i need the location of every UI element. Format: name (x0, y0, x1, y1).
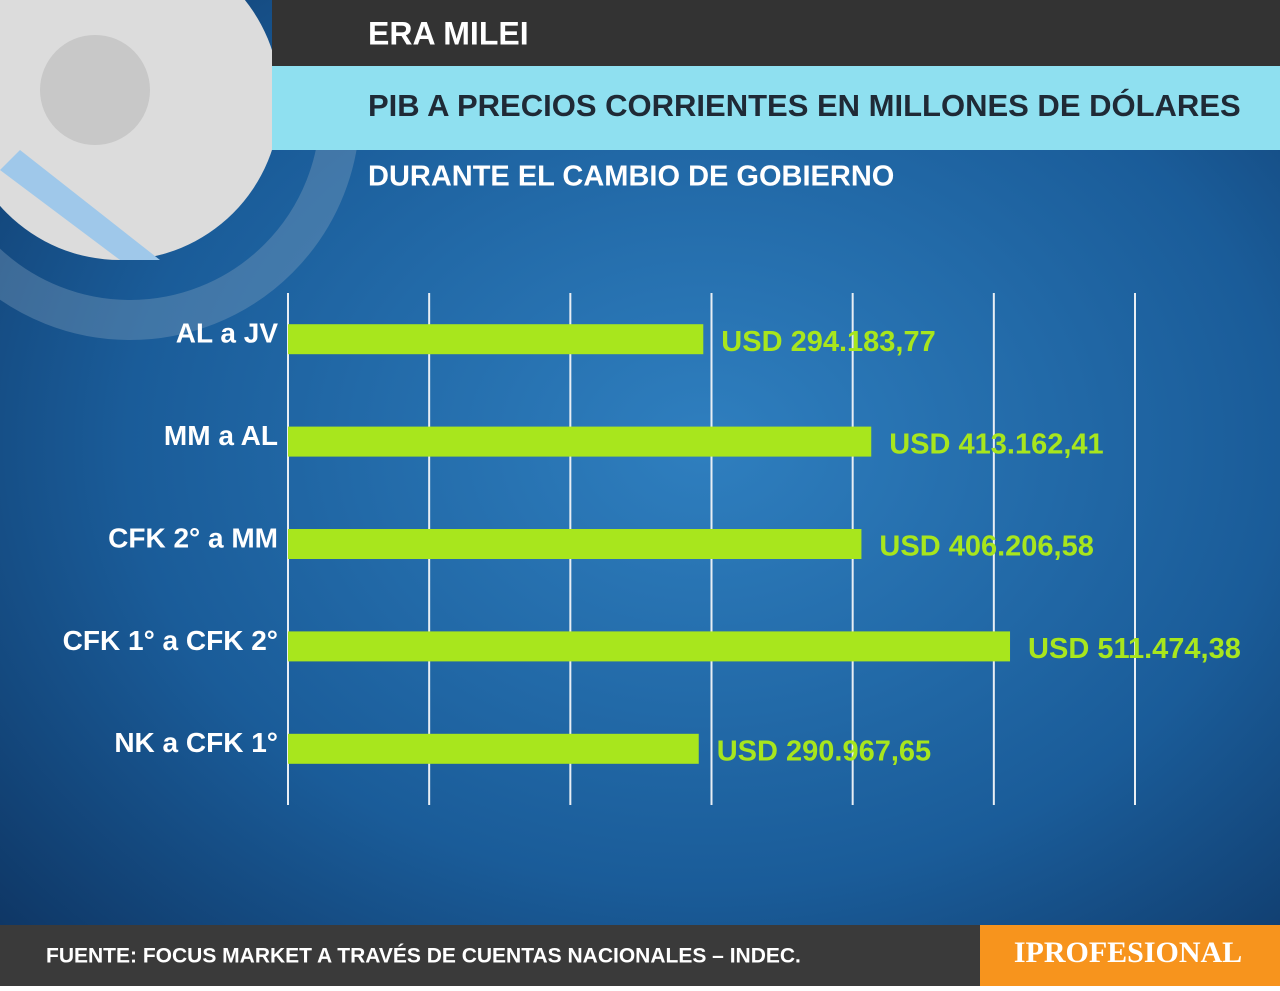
source: FUENTE: FOCUS MARKET A TRAVÉS DE CUENTAS… (46, 945, 801, 968)
value-label: USD 413.162,41 (889, 428, 1103, 460)
header-band (272, 0, 1280, 66)
value-label: USD 294.183,77 (721, 326, 935, 358)
subtitle: DURANTE EL CAMBIO DE GOBIERNO (368, 161, 894, 193)
portrait-sash (0, 150, 160, 260)
y-tick-label: CFK 1° a CFK 2° (63, 625, 278, 656)
portrait-face (40, 35, 150, 145)
value-label: USD 406.206,58 (879, 531, 1093, 563)
chart-title: PIB A PRECIOS CORRIENTES EN MILLONES DE … (368, 87, 1241, 123)
y-tick-label: AL a JV (176, 318, 279, 349)
value-label: USD 290.967,65 (717, 735, 931, 767)
y-tick-label: CFK 2° a MM (108, 522, 278, 553)
bar (288, 631, 1011, 662)
brand: IPROFESIONAL (1014, 936, 1242, 969)
bar (288, 529, 862, 559)
footer-band (0, 925, 980, 986)
value-label: USD 511.474,38 (1028, 633, 1241, 665)
bar (288, 324, 704, 355)
y-tick-label: MM a AL (164, 420, 278, 451)
bar (288, 733, 699, 764)
brand-box (980, 925, 1280, 986)
header: ERA MILEI (368, 15, 529, 51)
title-band (272, 66, 1280, 150)
y-tick-label: NK a CFK 1° (114, 727, 278, 758)
bar (288, 426, 872, 457)
